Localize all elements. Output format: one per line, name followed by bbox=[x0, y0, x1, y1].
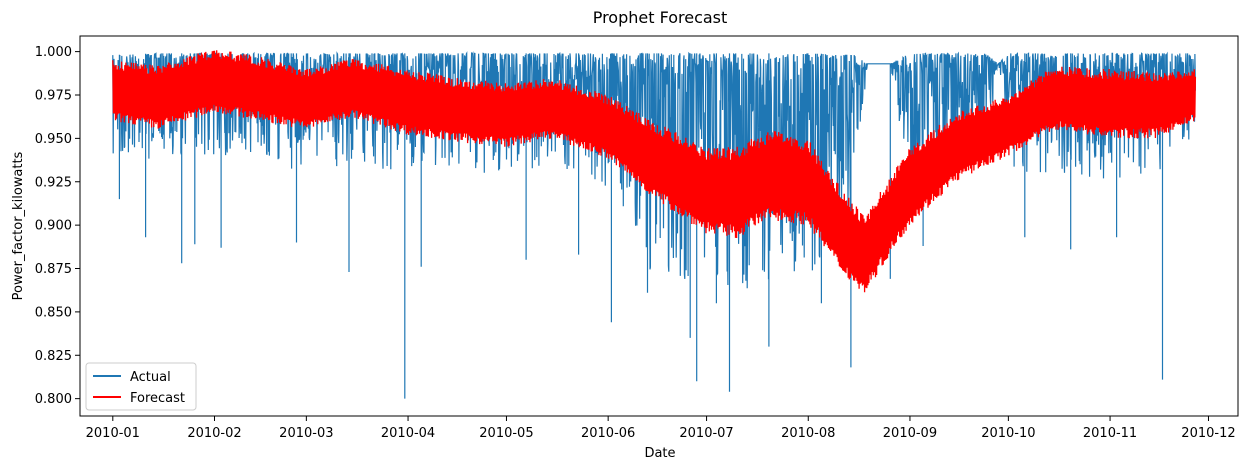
chart-title: Prophet Forecast bbox=[593, 8, 728, 27]
x-axis-title: Date bbox=[644, 446, 675, 461]
x-tick-label: 2010-04 bbox=[381, 426, 435, 441]
y-tick-label: 0.875 bbox=[35, 262, 72, 277]
legend: Actual Forecast bbox=[85, 362, 197, 411]
y-tick-label: 0.925 bbox=[35, 175, 72, 190]
plot-frame bbox=[79, 35, 1239, 417]
y-tick-label: 0.825 bbox=[35, 349, 72, 364]
x-tick-label: 2010-09 bbox=[883, 426, 937, 441]
x-tick-label: 2010-02 bbox=[187, 426, 241, 441]
legend-forecast-label: Forecast bbox=[130, 391, 185, 406]
x-tick-label: 2010-03 bbox=[279, 426, 333, 441]
x-tick-label: 2010-11 bbox=[1083, 426, 1137, 441]
y-axis-title: Power_factor_kilowatts bbox=[11, 151, 26, 300]
y-tick-label: 1.000 bbox=[35, 45, 72, 60]
x-tick-label: 2010-06 bbox=[581, 426, 635, 441]
x-axis: 2010-01 2010-02 2010-03 2010-04 2010-05 2010-… bbox=[86, 416, 1236, 441]
series-line-forecast bbox=[112, 50, 1197, 293]
legend-actual-label: Actual bbox=[130, 370, 171, 385]
x-tick-label: 2010-08 bbox=[781, 426, 835, 441]
x-tick-label: 2010-05 bbox=[479, 426, 533, 441]
x-tick-label: 2010-07 bbox=[679, 426, 733, 441]
y-tick-label: 0.975 bbox=[35, 88, 72, 103]
x-tick-label: 2010-10 bbox=[981, 426, 1035, 441]
plot-area bbox=[112, 50, 1197, 399]
legend-box bbox=[85, 362, 197, 411]
x-tick-label: 2010-01 bbox=[86, 426, 140, 441]
y-tick-label: 0.850 bbox=[35, 305, 72, 320]
x-tick-label: 2010-12 bbox=[1181, 426, 1235, 441]
y-tick-label: 0.900 bbox=[35, 219, 72, 234]
y-axis: 0.800 0.825 0.850 0.875 0.900 0.925 0.950 0.975… bbox=[35, 45, 80, 407]
y-tick-label: 0.800 bbox=[35, 392, 72, 407]
y-tick-label: 0.950 bbox=[35, 132, 72, 147]
